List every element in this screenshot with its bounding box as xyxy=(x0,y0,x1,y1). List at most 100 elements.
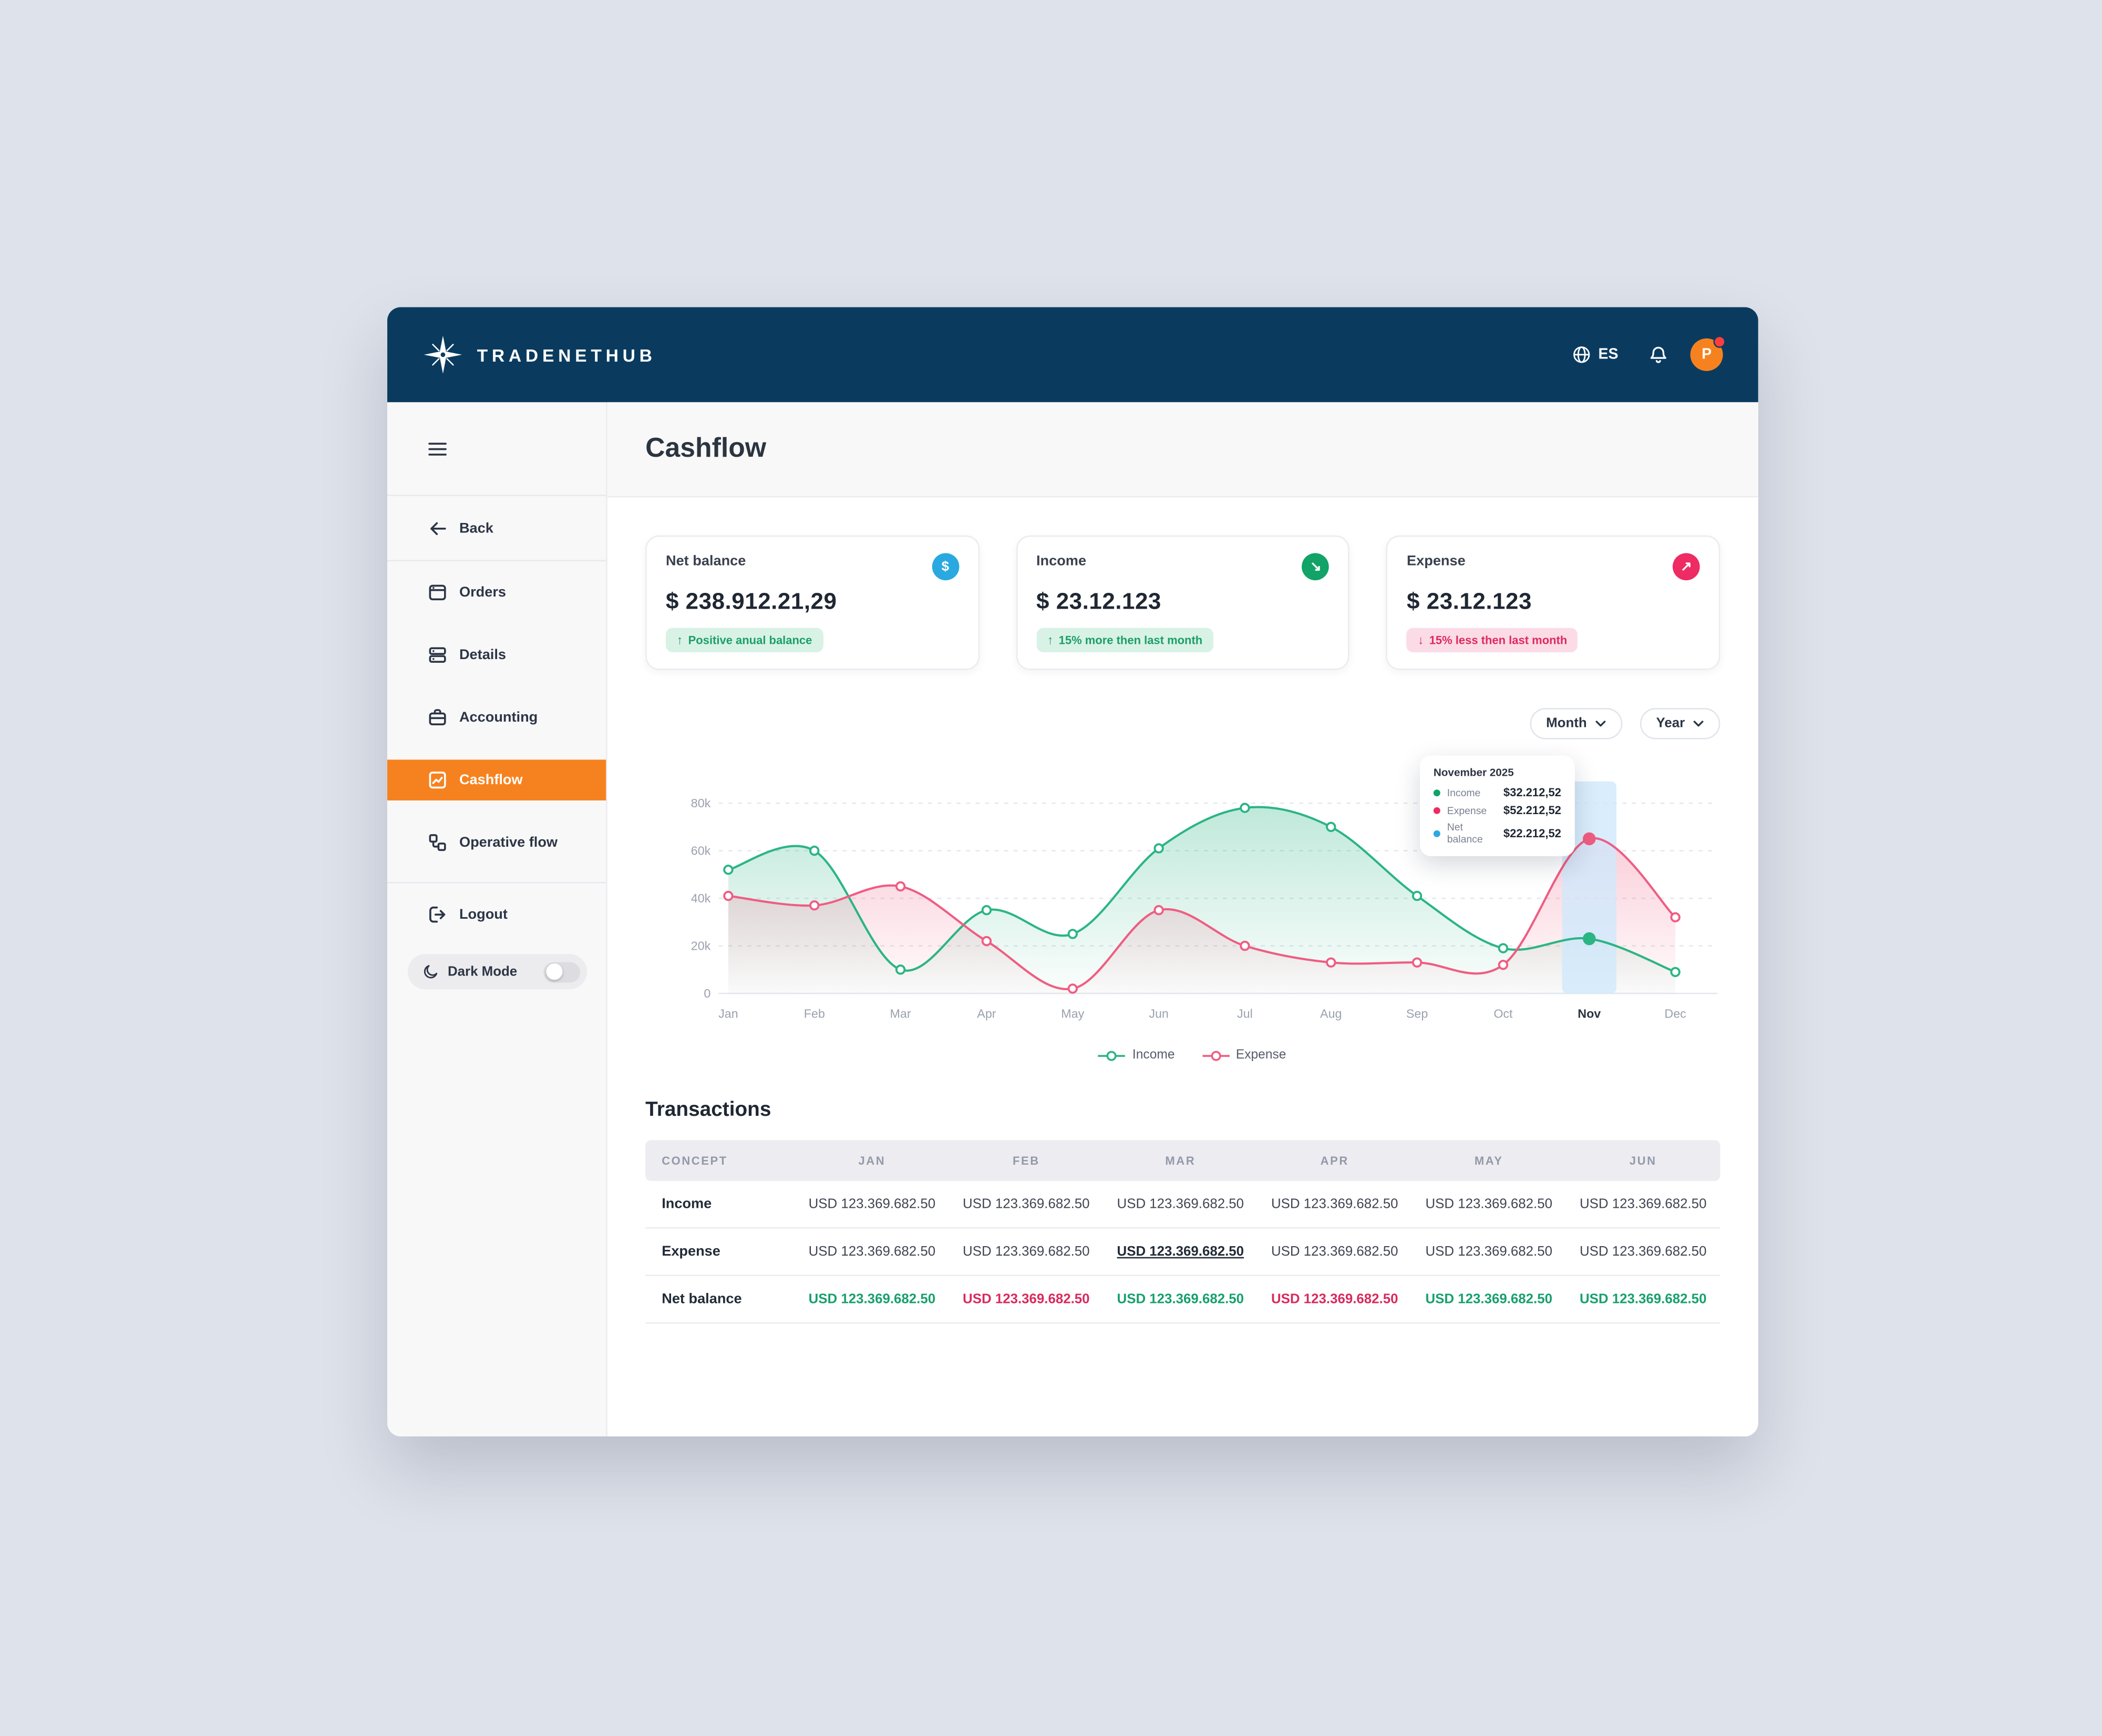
chart-point-expense-jun[interactable] xyxy=(1153,905,1164,916)
table-header-cell: JAN xyxy=(858,1154,886,1168)
x-axis-label: Feb xyxy=(804,1007,825,1021)
net-balance-card: Net balance $ $ 238.912.21,29 ↑ Positive… xyxy=(645,535,980,670)
card-value: $ 23.12.123 xyxy=(1036,588,1161,614)
month-filter-dropdown[interactable]: Month xyxy=(1530,708,1622,739)
table-header-cell: JUN xyxy=(1629,1154,1657,1168)
card-badge: ↑ Positive anual balance xyxy=(665,628,823,653)
chart-point-expense-sep[interactable] xyxy=(1411,957,1423,968)
table-row-net-balance: Net balance USD 123.369.682.50 USD 123.369… xyxy=(645,1276,1720,1324)
sidebar-item-details[interactable]: Details xyxy=(387,624,606,686)
notifications-button[interactable] xyxy=(1648,344,1668,365)
table-cell: USD 123.369.682.50 xyxy=(1425,1244,1552,1259)
badge-text: 15% less then last month xyxy=(1429,633,1568,647)
card-badge: ↓ 15% less then last month xyxy=(1407,628,1578,653)
x-axis-label: Apr xyxy=(977,1007,996,1021)
card-label: Income xyxy=(1036,553,1087,570)
logout-icon xyxy=(429,906,446,923)
table-cell: USD 123.369.682.50 xyxy=(1271,1291,1398,1307)
legend-label: Expense xyxy=(1235,1047,1286,1063)
sidebar-item-label: Operative flow xyxy=(459,834,558,851)
arrow-up-right-icon: ↗ xyxy=(1672,553,1700,581)
chart-point-income-jul[interactable] xyxy=(1240,803,1250,813)
chart-point-income-aug[interactable] xyxy=(1326,821,1336,833)
table-cell: USD 123.369.682.50 xyxy=(1579,1291,1707,1307)
sidebar: Back Orders Details xyxy=(387,402,607,1437)
tooltip-value: $22.212,52 xyxy=(1503,826,1561,840)
sidebar-nav: Orders Details Accounting xyxy=(387,561,606,874)
avatar-initial: P xyxy=(1702,346,1712,363)
back-button[interactable]: Back xyxy=(387,496,606,560)
legend-item-income[interactable]: Income xyxy=(1098,1048,1174,1063)
year-filter-dropdown[interactable]: Year xyxy=(1640,708,1720,739)
chart-point-expense-jan[interactable] xyxy=(723,890,734,901)
chart-point-expense-jul[interactable] xyxy=(1240,940,1250,951)
chevron-down-icon xyxy=(1693,721,1704,727)
x-axis-label: Jul xyxy=(1237,1007,1253,1021)
chart-point-income-sep[interactable] xyxy=(1411,890,1423,901)
chart-point-income-may[interactable] xyxy=(1067,929,1078,939)
sidebar-item-operative-flow[interactable]: Operative flow xyxy=(387,811,606,874)
chart-point-income-dec[interactable] xyxy=(1670,967,1681,978)
card-label: Expense xyxy=(1407,553,1466,570)
main-content: Cashflow Net balance $ $ 238.912.21,29 ↑… xyxy=(607,402,1758,1437)
chart-point-expense-mar[interactable] xyxy=(895,881,906,892)
table-cell: USD 123.369.682.50 xyxy=(963,1196,1090,1212)
chart-point-income-jun[interactable] xyxy=(1153,843,1164,854)
tooltip-value: $32.212,52 xyxy=(1503,785,1561,799)
sidebar-item-accounting[interactable]: Accounting xyxy=(387,686,606,749)
table-row-income: Income USD 123.369.682.50 USD 123.369.682.… xyxy=(645,1181,1720,1229)
sidebar-item-label: Details xyxy=(459,646,506,663)
logout-button[interactable]: Logout xyxy=(387,884,606,946)
chart-point-income-feb[interactable] xyxy=(809,845,820,856)
table-cell: USD 123.369.682.50 xyxy=(1579,1244,1707,1259)
chevron-down-icon xyxy=(1595,721,1605,727)
summary-cards: Net balance $ $ 238.912.21,29 ↑ Positive… xyxy=(645,535,1720,670)
svg-text:40k: 40k xyxy=(691,891,711,905)
chart-point-expense-may[interactable] xyxy=(1067,983,1078,994)
app-window: TRADENETHUB ES P xyxy=(387,307,1758,1437)
chart-point-expense-nov[interactable] xyxy=(1582,832,1596,846)
trend-up-icon: ↑ xyxy=(676,632,683,646)
legend-item-expense[interactable]: Expense xyxy=(1202,1048,1286,1063)
dark-mode-toggle[interactable]: Dark Mode xyxy=(407,954,586,990)
chart-point-income-oct[interactable] xyxy=(1498,943,1509,953)
x-axis-label: May xyxy=(1061,1007,1084,1021)
table-cell-concept: Expense xyxy=(662,1243,720,1260)
cashflow-icon xyxy=(429,772,446,789)
divider xyxy=(387,495,606,496)
sidebar-item-cashflow[interactable]: Cashflow xyxy=(387,759,606,800)
avatar[interactable]: P xyxy=(1690,335,1726,371)
sidebar-item-orders[interactable]: Orders xyxy=(387,561,606,624)
brand-name: TRADENETHUB xyxy=(477,344,656,365)
chart-point-income-apr[interactable] xyxy=(981,905,992,916)
card-label: Net balance xyxy=(665,553,746,570)
table-cell: USD 123.369.682.50 xyxy=(1425,1196,1552,1212)
divider xyxy=(387,882,606,884)
trend-down-icon: ↓ xyxy=(1417,632,1424,646)
tooltip-row: Net balance $22.212,52 xyxy=(1433,821,1561,845)
chart-point-expense-aug[interactable] xyxy=(1326,957,1336,968)
svg-text:80k: 80k xyxy=(691,796,711,810)
hamburger-icon xyxy=(428,442,447,455)
table-cell: USD 123.369.682.50 xyxy=(1579,1196,1707,1212)
chart-filters: Month Year xyxy=(645,708,1720,739)
x-axis-label: Nov xyxy=(1578,1007,1601,1021)
chart-point-expense-dec[interactable] xyxy=(1670,912,1681,923)
tooltip-title: November 2025 xyxy=(1433,766,1514,779)
dark-mode-switch[interactable] xyxy=(542,961,580,982)
chart-point-income-nov[interactable] xyxy=(1582,932,1596,946)
sidebar-item-label: Accounting xyxy=(459,709,538,726)
x-axis-label: Jan xyxy=(718,1007,738,1021)
chart-point-expense-oct[interactable] xyxy=(1498,960,1509,970)
tooltip-row: Income $32.212,52 xyxy=(1433,785,1561,799)
chart-point-income-jan[interactable] xyxy=(723,865,734,875)
legend-marker-icon xyxy=(1098,1050,1126,1061)
menu-toggle-button[interactable] xyxy=(428,441,447,456)
chart-point-expense-apr[interactable] xyxy=(981,936,992,947)
legend-marker-icon xyxy=(1202,1050,1229,1061)
language-selector[interactable]: ES xyxy=(1564,344,1626,365)
svg-text:0: 0 xyxy=(704,987,710,1000)
chart-point-income-mar[interactable] xyxy=(895,964,906,975)
chart-point-expense-feb[interactable] xyxy=(809,900,820,911)
table-cell: USD 123.369.682.50 xyxy=(808,1291,936,1307)
